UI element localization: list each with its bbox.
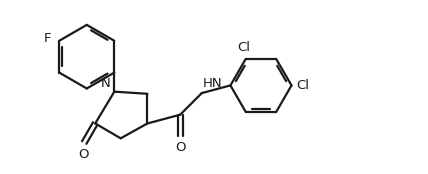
- Text: O: O: [175, 141, 185, 154]
- Text: F: F: [44, 32, 52, 45]
- Text: Cl: Cl: [237, 41, 250, 54]
- Text: N: N: [101, 77, 111, 90]
- Text: O: O: [78, 148, 89, 161]
- Text: Cl: Cl: [297, 79, 309, 92]
- Text: HN: HN: [202, 77, 222, 90]
